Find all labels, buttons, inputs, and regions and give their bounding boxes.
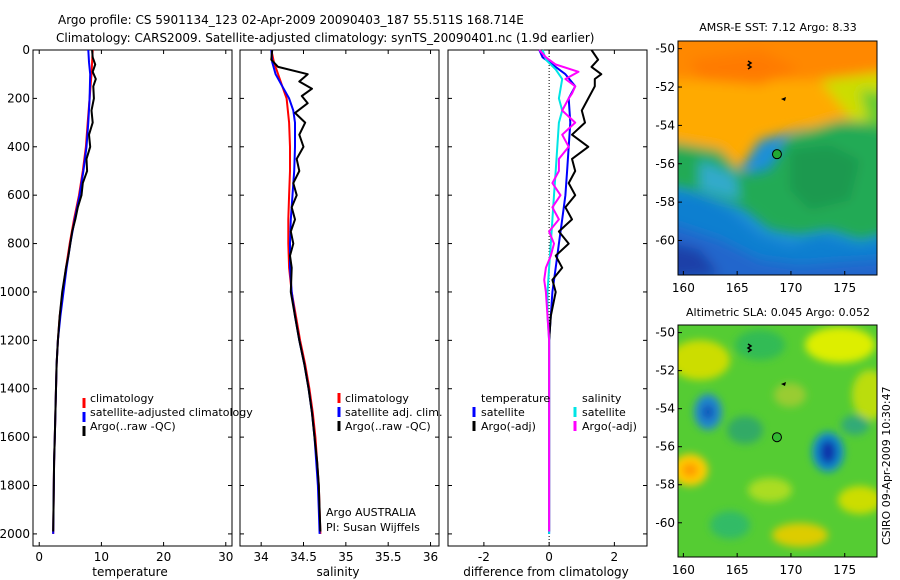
figure-title-line-2: Climatology: CARS2009. Satellite-adjuste… — [56, 31, 594, 45]
map-x-tick-label: 175 — [833, 281, 856, 295]
sla-map-panel: Altimetric SLA: 0.045 Argo: 0.052 — [655, 306, 878, 577]
map-y-tick-label: -60 — [655, 233, 675, 247]
salinity-profile-panel: 34 34.5 35 35.5 36 climatology satellite adj… — [239, 49, 442, 579]
sla-track-arrow — [781, 382, 786, 386]
series-line-climatology — [52, 49, 94, 534]
map-y-tick-label: -50 — [655, 42, 675, 56]
y-tick-label: 800 — [7, 237, 30, 251]
map-y-tick-label: -58 — [655, 478, 675, 492]
temperature-legend: climatology satellite-adjusted climatolo… — [82, 392, 253, 436]
x-tick-label: 30 — [218, 550, 233, 564]
legend-label-satellite-sal: satellite — [582, 406, 626, 419]
legend-label-satellite: satellite adj. clim. — [345, 406, 442, 419]
series-line-argo-raw-qc- — [270, 49, 322, 532]
map-x-tick-label: 175 — [833, 563, 856, 577]
y-tick-label: 1200 — [0, 333, 30, 347]
x-tick-label: 2 — [611, 550, 619, 564]
series-line-argo-raw-qc- — [52, 49, 97, 532]
x-tick-label: -2 — [478, 550, 490, 564]
y-tick-label: 2000 — [0, 527, 30, 541]
map-y-tick-label: -58 — [655, 195, 675, 209]
map-y-tick-label: -56 — [655, 440, 675, 454]
x-tick-label: 34 — [254, 550, 269, 564]
series-line-argo-adj--temperature — [548, 49, 603, 532]
map-y-tick-label: -60 — [655, 516, 675, 530]
sla-map-frame — [677, 324, 878, 558]
annotation-pi: PI: Susan Wijffels — [326, 521, 420, 534]
map-y-tick-label: -54 — [655, 118, 675, 132]
difference-x-axis-label: difference from climatology — [463, 565, 629, 579]
map-y-tick-label: -56 — [655, 157, 675, 171]
salinity-legend: climatology satellite adj. clim. Argo(..… — [337, 392, 442, 433]
difference-profile-panel: -2 0 2 temperature satellite Argo(-adj) sa… — [447, 49, 648, 579]
sst-argo-position-marker — [771, 149, 782, 160]
map-y-tick-label: -50 — [655, 326, 675, 340]
sst-heatmap-field — [678, 41, 877, 275]
legend-label-argo: Argo(..raw -QC) — [345, 420, 431, 433]
x-tick-label: 36 — [423, 550, 438, 564]
sla-track-marker — [746, 343, 753, 353]
difference-legend-temperature: temperature satellite Argo(-adj) — [472, 392, 550, 433]
sla-argo-position-marker — [771, 432, 782, 443]
series-line-satellite-temperature — [538, 49, 577, 534]
legend-label-argo-sal: Argo(-adj) — [582, 420, 637, 433]
series-line-satellite-adjusted-climatology — [52, 49, 92, 534]
legend-heading-salinity: salinity — [582, 392, 622, 405]
y-tick-label: 400 — [7, 140, 30, 154]
legend-label-climatology: climatology — [90, 392, 154, 405]
map-x-tick-label: 170 — [779, 563, 802, 577]
legend-label-satellite-adjusted: satellite-adjusted climatology — [90, 406, 253, 419]
figure-title-line-1: Argo profile: CS 5901134_123 02-Apr-2009… — [58, 13, 524, 27]
x-tick-label: 20 — [156, 550, 171, 564]
series-line-satellite-adj-clim- — [270, 49, 321, 534]
map-x-tick-label: 170 — [779, 281, 802, 295]
annotation-argo-australia: Argo AUSTRALIA — [326, 506, 416, 519]
y-tick-label: 1400 — [0, 382, 30, 396]
legend-label-argo-temp: Argo(-adj) — [481, 420, 536, 433]
y-tick-label: 1600 — [0, 430, 30, 444]
difference-legend-salinity: salinity satellite Argo(-adj) — [573, 392, 637, 433]
map-x-tick-label: 165 — [726, 563, 749, 577]
temperature-profile-panel: 0 10 20 30 0 200 400 600 800 1000 1200 1400 1600 1800… — [0, 43, 253, 579]
x-tick-label: 0 — [545, 550, 553, 564]
legend-heading-temperature: temperature — [481, 392, 550, 405]
csiro-timestamp: CSIRO 09-Apr-2009 10:30:47 — [880, 386, 893, 545]
temperature-x-axis-label: temperature — [92, 565, 167, 579]
y-tick-label: 1800 — [0, 479, 30, 493]
sla-map-title: Altimetric SLA: 0.045 Argo: 0.052 — [686, 306, 870, 319]
sst-map-frame — [677, 40, 878, 276]
legend-label-satellite-temp: satellite — [481, 406, 525, 419]
series-line-argo-adj--salinity — [538, 49, 580, 532]
sst-track-arrow — [781, 97, 786, 101]
x-tick-label: 35 — [338, 550, 353, 564]
y-tick-label: 200 — [7, 91, 30, 105]
difference-plot-frame — [447, 49, 648, 547]
temperature-plot-frame — [32, 49, 233, 547]
map-x-tick-label: 165 — [726, 281, 749, 295]
y-tick-label: 600 — [7, 188, 30, 202]
y-tick-label: 1000 — [0, 285, 30, 299]
x-tick-label: 10 — [94, 550, 109, 564]
map-x-tick-label: 160 — [672, 281, 695, 295]
sst-map-panel: AMSR-E SST: 7.12 Argo: 8.33 160 165 170 175… — [655, 21, 878, 295]
salinity-x-axis-label: salinity — [316, 565, 359, 579]
legend-label-argo: Argo(..raw -QC) — [90, 420, 176, 433]
map-y-tick-label: -54 — [655, 402, 675, 416]
y-tick-label: 0 — [22, 43, 30, 57]
x-tick-label: 34.5 — [290, 550, 317, 564]
map-y-tick-label: -52 — [655, 80, 675, 94]
map-x-tick-label: 160 — [672, 563, 695, 577]
map-y-tick-label: -52 — [655, 364, 675, 378]
sst-track-marker — [746, 60, 753, 70]
legend-label-climatology: climatology — [345, 392, 409, 405]
x-tick-label: 0 — [35, 550, 43, 564]
salinity-plot-frame — [239, 49, 440, 547]
x-tick-label: 35.5 — [375, 550, 402, 564]
sst-map-title: AMSR-E SST: 7.12 Argo: 8.33 — [699, 21, 857, 34]
